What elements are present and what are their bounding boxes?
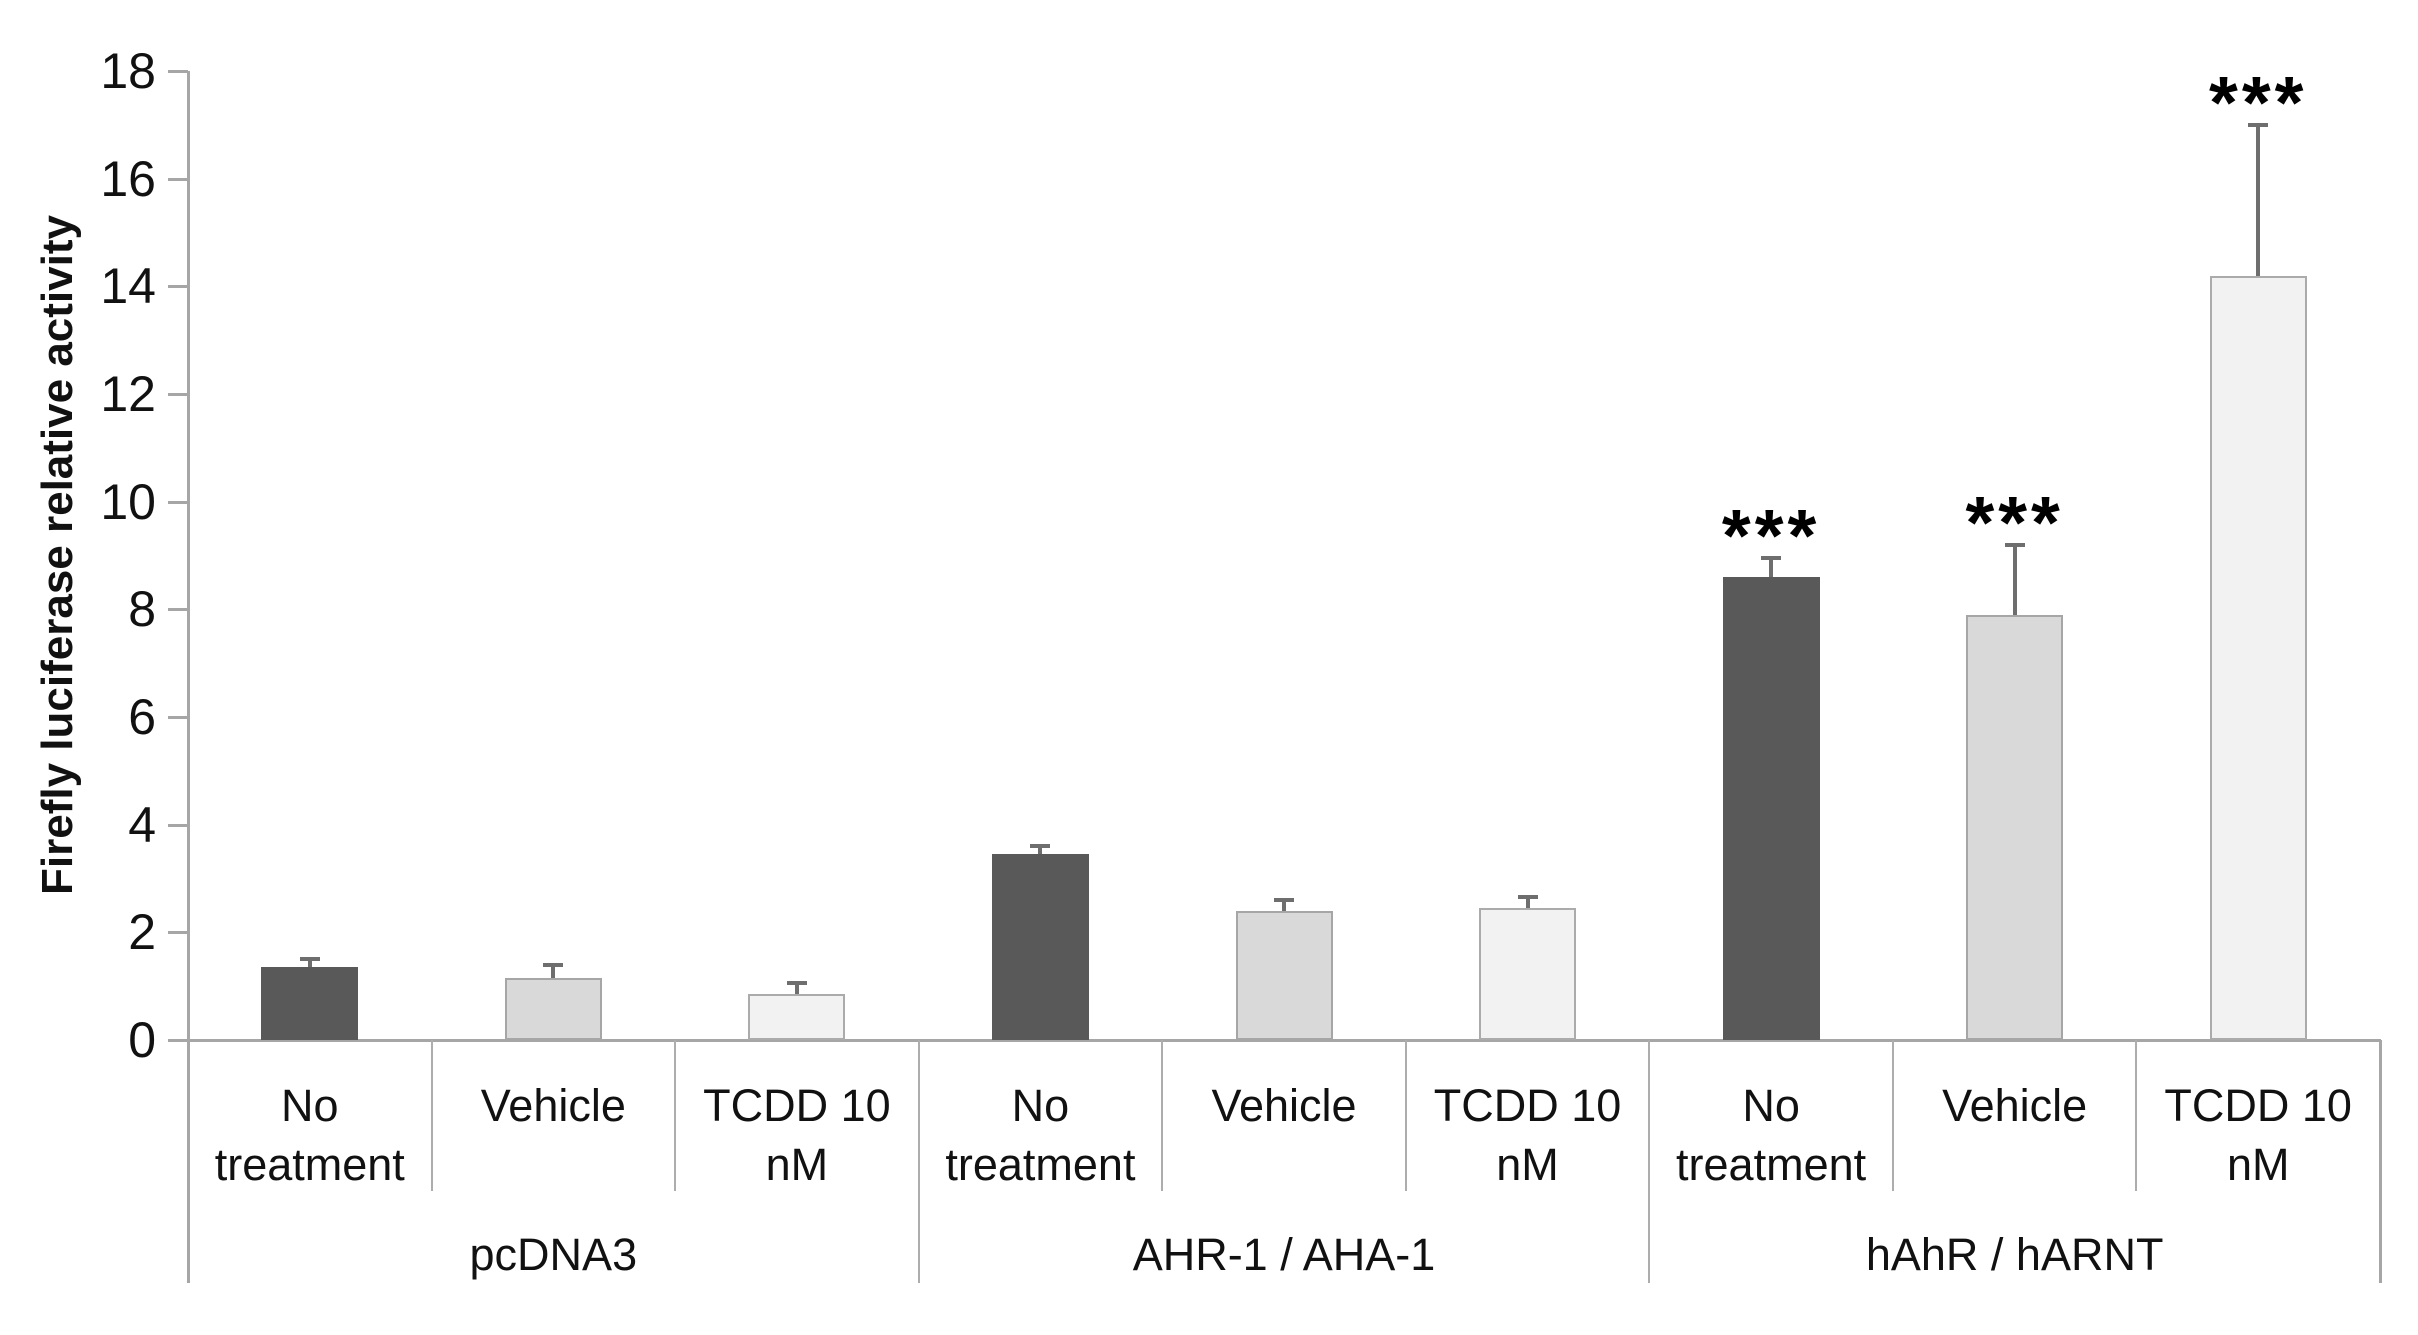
significance-stars: *** xyxy=(2209,60,2308,144)
y-tick-label: 14 xyxy=(100,258,156,315)
category-label-text: No treatment xyxy=(945,1080,1136,1191)
category-separator xyxy=(674,1040,677,1191)
y-axis-line xyxy=(187,71,190,1283)
category-label: No treatment xyxy=(919,1040,1163,1191)
category-separator xyxy=(1161,1040,1164,1191)
error-bar-stem xyxy=(1769,558,1774,578)
category-label-text: Vehicle xyxy=(1942,1080,2088,1131)
y-tick-mark xyxy=(168,500,188,504)
significance-stars: *** xyxy=(1965,480,2064,564)
error-bar-cap xyxy=(1030,844,1051,849)
y-tick-label: 18 xyxy=(100,43,156,99)
category-label: No treatment xyxy=(188,1040,432,1191)
y-tick-mark xyxy=(168,823,188,827)
bar-pcDNA3-1 xyxy=(261,967,359,1040)
y-axis-title: Firefly luciferase relative activity xyxy=(33,215,82,895)
bar-hAhR-hARNT-3 xyxy=(2209,275,2307,1040)
y-tick-mark xyxy=(168,177,188,181)
bar-AHR-1-AHA-1-1 xyxy=(991,854,1089,1040)
error-bar-stem xyxy=(551,964,556,979)
error-bar-stem xyxy=(2256,124,2261,276)
category-label: Vehicle xyxy=(1162,1040,1406,1191)
error-bar-cap xyxy=(543,962,564,967)
error-bar-stem xyxy=(2012,544,2017,615)
error-bar-stem xyxy=(1038,846,1043,855)
group-label: hAhR / hARNT xyxy=(1865,1229,2164,1280)
error-bar-cap xyxy=(1761,556,1782,561)
category-label: TCDD 10 nM xyxy=(1406,1040,1650,1191)
bar-hAhR-hARNT-2 xyxy=(1966,614,2064,1040)
category-label-text: No treatment xyxy=(1676,1080,1867,1191)
y-tick-label: 4 xyxy=(128,796,156,853)
category-label-text: Vehicle xyxy=(480,1080,626,1131)
category-label: TCDD 10 nM xyxy=(2136,1040,2380,1191)
x-axis-line xyxy=(187,1039,2381,1042)
y-tick-label: 2 xyxy=(128,904,156,961)
error-bar-cap xyxy=(2004,542,2025,547)
error-bar-cap xyxy=(299,957,320,962)
category-label-text: No treatment xyxy=(214,1080,405,1191)
category-label-text: Vehicle xyxy=(1211,1080,1357,1131)
bar-pcDNA3-2 xyxy=(504,978,602,1040)
category-label-text: TCDD 10 nM xyxy=(2164,1080,2352,1191)
y-tick-label: 0 xyxy=(128,1012,156,1068)
category-label-text: TCDD 10 nM xyxy=(703,1080,891,1191)
y-tick-label: 8 xyxy=(128,581,156,638)
error-bar-cap xyxy=(1274,898,1294,903)
y-tick-label: 12 xyxy=(100,366,156,422)
error-bar-stem xyxy=(794,983,799,995)
error-bar-stem xyxy=(1525,897,1530,909)
y-tick-label: 6 xyxy=(128,689,156,745)
y-tick-mark xyxy=(168,70,188,73)
category-label: Vehicle xyxy=(1893,1040,2137,1191)
error-bar-stem xyxy=(307,959,312,968)
bar-hAhR-hARNT-1 xyxy=(1722,577,1820,1040)
right-edge-line xyxy=(2379,1040,2382,1283)
y-tick-mark xyxy=(168,285,188,289)
group-label: pcDNA3 xyxy=(469,1229,638,1280)
category-separator xyxy=(2135,1040,2138,1191)
category-separator xyxy=(1404,1040,1407,1191)
category-label: TCDD 10 nM xyxy=(675,1040,919,1191)
category-separator xyxy=(430,1040,433,1191)
group-label: AHR-1 / AHA-1 xyxy=(1132,1229,1436,1280)
error-bar-cap xyxy=(1517,895,1538,900)
significance-stars: *** xyxy=(1721,494,1821,578)
category-separator xyxy=(1891,1040,1894,1191)
bar-AHR-1-AHA-1-3 xyxy=(1479,908,1577,1040)
y-tick-label: 10 xyxy=(100,473,156,530)
group-separator xyxy=(1648,1040,1651,1283)
group-separator xyxy=(917,1040,920,1283)
y-tick-mark xyxy=(168,931,188,935)
category-label: No treatment xyxy=(1649,1040,1893,1191)
error-bar-cap xyxy=(786,981,807,986)
bar-pcDNA3-3 xyxy=(748,994,846,1040)
y-tick-mark xyxy=(168,1039,188,1042)
y-tick-mark xyxy=(168,716,188,719)
y-tick-mark xyxy=(168,393,188,396)
error-bar-stem xyxy=(1282,900,1286,911)
category-label-text: TCDD 10 nM xyxy=(1433,1080,1622,1191)
y-tick-mark xyxy=(168,608,188,612)
category-label: Vehicle xyxy=(432,1040,676,1191)
bar-AHR-1-AHA-1-2 xyxy=(1235,910,1333,1040)
y-tick-label: 16 xyxy=(100,150,156,207)
error-bar-cap xyxy=(2248,122,2269,127)
